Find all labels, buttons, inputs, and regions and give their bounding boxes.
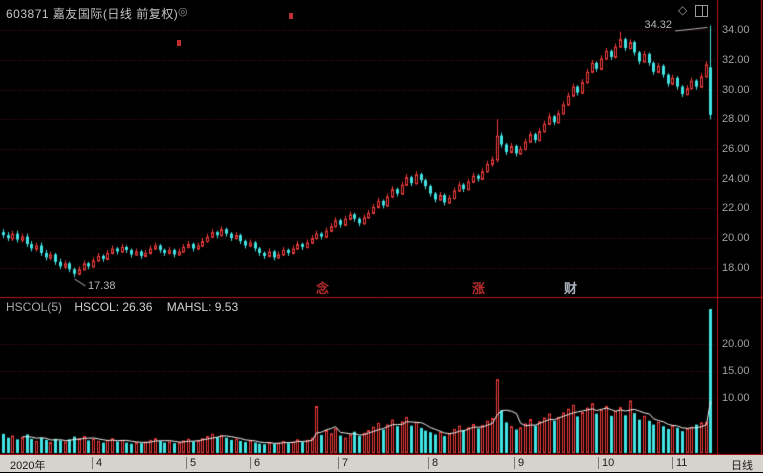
x-axis-month-label: 4 — [92, 457, 102, 469]
x-axis-month-label: 10 — [598, 457, 614, 469]
event-marker-icon — [289, 13, 293, 19]
y-axis-label: 18.00 — [722, 262, 750, 274]
high-price-label: 34.32 — [644, 19, 672, 31]
y-axis-label: 24.00 — [722, 173, 750, 185]
indicator-name[interactable]: HSCOL(5) — [6, 300, 63, 314]
y-axis-label: 22.00 — [722, 202, 750, 214]
y-axis-label: 28.00 — [722, 113, 750, 125]
period-selector[interactable]: 日线 — [731, 460, 753, 472]
x-axis-date-bar: 2020年 日线 4 5 6 7 8 9 10 11 — [0, 455, 763, 472]
title-badge-icon[interactable]: ◎ — [178, 6, 188, 18]
page-title: 603871 嘉友国际(日线 前复权) — [6, 7, 179, 21]
window-layout-icon-split — [702, 6, 703, 16]
watermark-text: 念 — [316, 281, 330, 296]
y-axis-label: 10.00 — [722, 392, 750, 404]
kline-chart-canvas[interactable] — [0, 0, 763, 455]
x-axis-month-label: 11 — [672, 457, 687, 469]
x-axis-month-label: 9 — [514, 457, 524, 469]
x-axis-month-label: 7 — [338, 457, 348, 469]
x-axis-month-label: 5 — [186, 457, 196, 469]
x-axis-year-label: 2020年 — [10, 460, 46, 472]
indicator-header: HSCOL(5) HSCOL: 26.36 MAHSL: 9.53 — [6, 300, 238, 314]
x-axis-month-label: 6 — [250, 457, 260, 469]
watermark-text: 财 — [564, 281, 578, 296]
y-axis-label: 20.00 — [722, 232, 750, 244]
y-axis-label: 32.00 — [722, 54, 750, 66]
watermark-text: 涨 — [472, 281, 486, 296]
y-axis-label: 20.00 — [722, 338, 750, 350]
low-price-label: 17.38 — [88, 280, 116, 292]
event-marker-icon — [177, 40, 181, 46]
y-axis: 34.00 32.00 30.00 28.00 26.00 24.00 22.00 20.00… — [717, 0, 763, 455]
y-axis-label: 15.00 — [722, 365, 750, 377]
indicator-value: HSCOL: 26.36 — [74, 300, 153, 314]
x-axis-month-label: 8 — [428, 457, 438, 469]
window-layout-icon[interactable] — [695, 5, 708, 17]
y-axis-label: 30.00 — [722, 84, 750, 96]
y-axis-label: 26.00 — [722, 143, 750, 155]
diamond-icon[interactable]: ◇ — [678, 3, 688, 17]
y-axis-label: 34.00 — [722, 24, 750, 36]
indicator-ma-value: MAHSL: 9.53 — [166, 300, 239, 314]
